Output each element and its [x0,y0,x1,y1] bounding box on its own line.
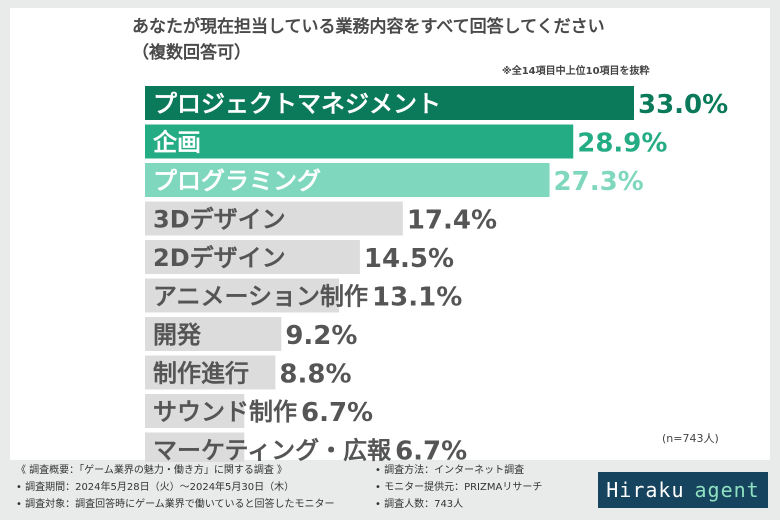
footer-survey-method: • 調査方法：インターネット調査 [375,465,525,476]
footer-survey-target: • 調査対象：調査回答時にゲーム業界で働いていると回答したモニター [16,499,335,510]
value-label-2: 27.3% [554,167,644,197]
value-label-6: 9.2% [285,321,357,351]
bar-label-9: マーケティング・広報 [153,437,392,463]
footer-survey-count: • 調査人数：743人 [375,499,464,510]
bar-9 [145,432,245,462]
bar-0 [145,86,634,120]
selection-note: ※全14項目中上位10項目を抜粋 [502,66,650,77]
value-label-8: 6.7% [301,398,373,428]
logo-part-1: Hiraku [598,472,689,508]
bar-2 [145,163,550,197]
title-line-2: （複数回答可） [132,43,251,63]
value-label-5: 13.1% [372,283,462,313]
logo-part-2: agent [688,472,768,508]
footer-survey-period: • 調査期間：2024年5月28日（火）〜2024年5月30日（木） [16,482,295,493]
bar-label-6: 開発 [153,321,202,349]
value-label-9: 6.7% [395,437,467,463]
bar-5 [145,278,340,313]
brand-logo[interactable]: Hiraku agent [598,468,768,512]
value-label-4: 14.5% [364,244,454,274]
bar-label-0: プロジェクトマネジメント [153,90,441,118]
bar-label-4: 2Dデザイン [153,244,286,272]
bar-3 [145,201,403,236]
bar-1 [145,124,574,159]
bar-label-5: アニメーション制作 [153,283,368,311]
bar-4 [145,240,360,274]
footer-survey-title: 《 調査概要：「ゲーム業界の魅力・働き方」に関する調査 》 [16,465,288,476]
bar-6 [145,317,282,351]
chart-title: あなたが現在担当している業務内容をすべて回答してください （複数回答可） [132,14,692,66]
value-label-7: 8.8% [279,360,351,390]
value-label-1: 28.9% [577,129,667,159]
bar-7 [145,355,276,390]
footer-right: • 調査方法：インターネット調査 • モニター提供元：PRIZMAリサーチ • … [375,462,542,513]
bar-label-2: プログラミング [153,167,321,195]
title-line-1: あなたが現在担当している業務内容をすべて回答してください [132,17,605,37]
bar-label-8: サウンド制作 [153,398,297,426]
bar-8 [145,394,245,428]
sample-size: (n=743人) [662,432,719,445]
bar-label-1: 企画 [153,129,201,157]
bar-label-3: 3Dデザイン [153,206,286,234]
value-label-3: 17.4% [407,206,497,236]
footer-left: 《 調査概要：「ゲーム業界の魅力・働き方」に関する調査 》 • 調査期間：202… [16,462,334,513]
value-label-0: 33.0% [638,90,728,120]
survey-footer: 《 調査概要：「ゲーム業界の魅力・働き方」に関する調査 》 • 調査期間：202… [0,462,780,520]
bar-label-7: 制作進行 [153,360,249,388]
footer-survey-provider: • モニター提供元：PRIZMAリサーチ [375,482,543,493]
